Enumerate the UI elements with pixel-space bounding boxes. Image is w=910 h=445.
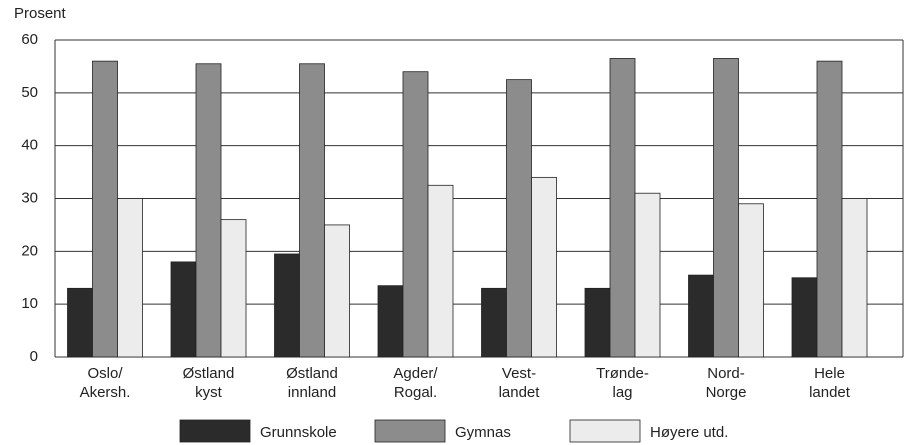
y-tick-label: 30 xyxy=(21,189,38,206)
bar xyxy=(841,198,868,358)
bar xyxy=(170,261,197,358)
bar xyxy=(402,71,429,358)
legend-swatch xyxy=(179,419,251,443)
bar xyxy=(531,176,557,358)
bar xyxy=(377,285,404,358)
legend-swatch xyxy=(374,419,446,443)
bar xyxy=(791,277,818,358)
x-tick-label: landet xyxy=(499,384,541,401)
x-tick-label: Vest- xyxy=(502,365,536,382)
bar xyxy=(427,184,454,358)
x-tick-label: Nord- xyxy=(707,365,745,382)
legend-swatch xyxy=(569,419,641,443)
bar xyxy=(584,287,611,358)
bar xyxy=(738,203,764,358)
y-tick-label: 40 xyxy=(21,137,38,154)
x-tick-label: innland xyxy=(288,384,336,401)
y-tick-label: 50 xyxy=(21,84,38,101)
x-tick-label: Østland xyxy=(183,365,235,382)
x-tick-label: Oslo/ xyxy=(87,365,123,382)
bar xyxy=(609,58,636,358)
x-tick-label: Agder/ xyxy=(393,365,438,382)
y-axis-label: Prosent xyxy=(14,5,67,22)
x-tick-label: Akersh. xyxy=(80,384,131,401)
bar xyxy=(324,224,350,358)
bar xyxy=(688,274,714,358)
x-tick-label: lag xyxy=(612,384,632,401)
bar xyxy=(634,192,661,358)
bar xyxy=(274,253,300,358)
bar xyxy=(117,198,143,358)
y-tick-label: 0 xyxy=(30,348,38,365)
x-tick-label: kyst xyxy=(195,384,223,401)
x-tick-label: Østland xyxy=(286,365,338,382)
bar xyxy=(506,79,532,358)
bar xyxy=(299,63,325,358)
x-tick-label: Norge xyxy=(706,384,747,401)
bar xyxy=(713,58,739,358)
x-tick-label: Hele xyxy=(814,365,845,382)
y-tick-label: 60 xyxy=(21,31,38,48)
x-tick-label: Trønde- xyxy=(596,365,649,382)
x-tick-label: Rogal. xyxy=(394,384,437,401)
bar xyxy=(92,60,118,358)
bar xyxy=(195,63,222,358)
bar xyxy=(816,60,843,358)
legend-label: Høyere utd. xyxy=(650,424,728,441)
y-tick-label: 10 xyxy=(21,295,38,312)
legend-label: Gymnas xyxy=(455,424,511,441)
x-tick-label: landet xyxy=(809,384,851,401)
legend-label: Grunnskole xyxy=(260,424,337,441)
bar xyxy=(67,287,93,358)
bar xyxy=(220,219,247,358)
bar xyxy=(481,287,507,358)
y-tick-label: 20 xyxy=(21,242,38,259)
